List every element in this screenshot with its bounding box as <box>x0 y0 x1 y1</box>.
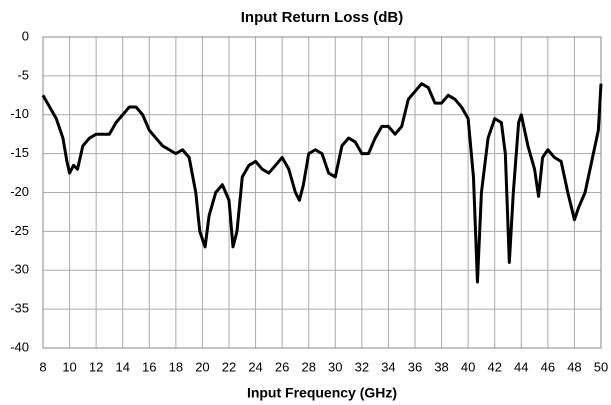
y-tick-label: -5 <box>17 67 29 82</box>
x-tick-label: 12 <box>89 359 103 374</box>
x-tick-label: 10 <box>62 359 76 374</box>
x-tick-label: 28 <box>301 359 315 374</box>
x-tick-label: 22 <box>222 359 236 374</box>
x-tick-label: 34 <box>381 359 395 374</box>
x-axis-label: Input Frequency (GHz) <box>247 385 397 401</box>
x-tick-label: 36 <box>408 359 422 374</box>
x-tick-label: 18 <box>169 359 183 374</box>
x-tick-label: 50 <box>594 359 608 374</box>
data-line <box>41 82 603 284</box>
x-tick-label: 42 <box>487 359 501 374</box>
x-tick-label: 30 <box>328 359 342 374</box>
x-tick-label: 20 <box>195 359 209 374</box>
x-tick-label: 8 <box>39 359 46 374</box>
x-tick-label: 32 <box>355 359 369 374</box>
x-tick-label: 40 <box>461 359 475 374</box>
y-tick-label: -10 <box>10 106 29 121</box>
y-tick-label: -20 <box>10 184 29 199</box>
x-tick-label: 44 <box>514 359 528 374</box>
x-tick-label: 26 <box>275 359 289 374</box>
y-tick-label: -40 <box>10 339 29 354</box>
x-tick-label: 14 <box>115 359 129 374</box>
x-tick-label: 24 <box>248 359 262 374</box>
x-tick-label: 46 <box>541 359 555 374</box>
chart-title: Input Return Loss (dB) <box>241 9 403 26</box>
x-tick-label: 48 <box>567 359 581 374</box>
x-tick-label: 16 <box>142 359 156 374</box>
x-tick-label: 38 <box>434 359 448 374</box>
y-tick-label: -25 <box>10 223 29 238</box>
y-tick-label: -30 <box>10 262 29 277</box>
y-tick-label: -15 <box>10 145 29 160</box>
y-tick-label: 0 <box>22 28 29 43</box>
plot-frame <box>42 36 602 349</box>
y-tick-label: -35 <box>10 301 29 316</box>
